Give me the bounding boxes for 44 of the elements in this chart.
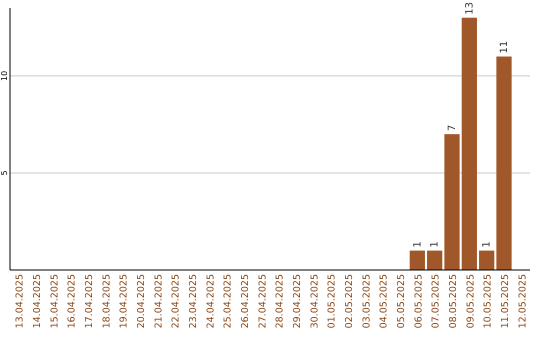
y-tick-label: 10: [0, 70, 9, 82]
x-tick-label: 14.04.2025: [32, 274, 43, 328]
x-tick-label: 15.04.2025: [49, 274, 60, 328]
bar: [427, 250, 442, 270]
bar: [444, 134, 460, 270]
bar: [462, 18, 477, 270]
x-tick-label: 02.05.2025: [344, 274, 355, 328]
x-tick-label: 01.05.2025: [326, 274, 338, 328]
data-label: 11: [499, 40, 510, 54]
bar: [479, 250, 494, 270]
x-tick-label: 29.04.2025: [292, 274, 303, 328]
x-tick-label: 18.04.2025: [101, 274, 112, 328]
x-tick-label: 08.05.2025: [448, 274, 459, 328]
x-tick-label: 25.04.2025: [222, 274, 234, 328]
y-tick-label: 5: [0, 170, 9, 176]
bar: [410, 250, 425, 270]
x-tick-label: 19.04.2025: [118, 274, 130, 328]
data-label: 7: [447, 124, 458, 132]
data-label: 13: [464, 2, 476, 15]
x-tick-label: 07.05.2025: [430, 274, 442, 328]
x-tick-label: 26.04.2025: [240, 274, 251, 328]
x-tick-label: 06.05.2025: [413, 274, 424, 328]
x-tick-label: 03.05.2025: [361, 274, 372, 328]
x-tick-label: 09.05.2025: [465, 274, 476, 328]
x-tick-label: 05.05.2025: [396, 274, 407, 328]
x-tick-label: 13.04.2025: [14, 274, 26, 328]
x-tick-label: 04.05.2025: [378, 274, 390, 328]
x-tick-label: 11.05.2025: [500, 274, 511, 328]
x-tick-label: 20.04.2025: [136, 274, 147, 328]
x-tick-label: 24.04.2025: [205, 274, 216, 328]
data-label: 1: [430, 241, 441, 248]
x-tick-label: 30.04.2025: [309, 274, 320, 328]
bar: [496, 56, 512, 270]
x-tick-label: 12.05.2025: [517, 274, 528, 328]
x-tick-label: 28.04.2025: [274, 274, 286, 328]
data-label: 1: [482, 241, 493, 248]
x-tick-label: 16.04.2025: [66, 274, 78, 328]
x-tick-label: 21.04.2025: [153, 274, 164, 328]
x-tick-label: 10.05.2025: [482, 274, 494, 328]
x-tick-label: 23.04.2025: [188, 274, 199, 328]
x-tick-label: 22.04.2025: [170, 274, 182, 328]
x-tick-label: 17.04.2025: [84, 274, 95, 328]
data-label: 1: [412, 241, 424, 248]
x-tick-label: 27.04.2025: [257, 274, 268, 328]
